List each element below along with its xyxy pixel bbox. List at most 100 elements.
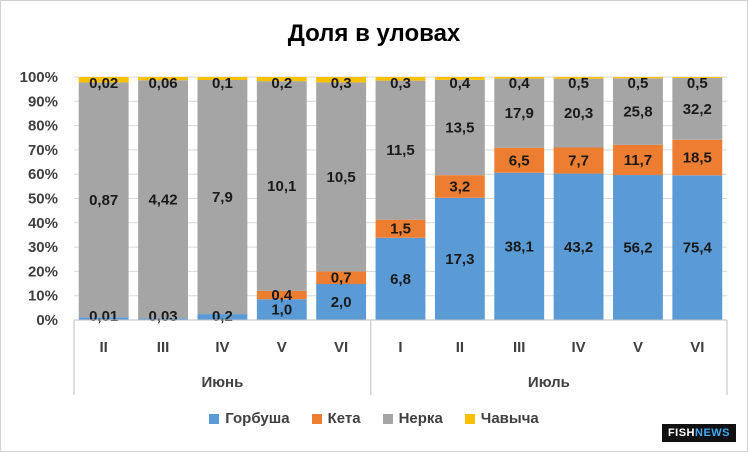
data-label: 17,3 xyxy=(445,251,474,268)
data-label: 20,3 xyxy=(564,105,593,122)
bar-segment xyxy=(138,80,188,319)
legend-label: Горбуша xyxy=(225,410,290,427)
x-tick-label: IV xyxy=(571,339,585,356)
bar-segment xyxy=(316,284,367,320)
data-label: 75,4 xyxy=(683,240,713,257)
legend-swatch xyxy=(464,413,475,424)
data-label: 11,5 xyxy=(386,142,414,159)
data-label: 0,5 xyxy=(628,75,649,92)
data-label: 7,7 xyxy=(568,153,589,170)
y-tick-label: 0% xyxy=(36,312,58,329)
y-tick-label: 20% xyxy=(28,263,58,280)
data-label: 38,1 xyxy=(505,238,534,255)
legend-item: Нерка xyxy=(382,410,443,427)
legend-swatch xyxy=(311,413,322,424)
bar-segment xyxy=(434,79,485,176)
y-tick-label: 30% xyxy=(28,239,58,256)
legend: Горбуша Кета Нерка Чавыча xyxy=(0,410,748,427)
data-label: 4,42 xyxy=(148,191,177,208)
legend-label: Нерка xyxy=(398,410,443,427)
data-label: 0,4 xyxy=(509,75,531,92)
bar-segment xyxy=(316,82,367,272)
chart-title: Доля в уловах xyxy=(287,20,461,47)
bar-segment xyxy=(613,144,663,176)
data-label: 0,2 xyxy=(271,75,292,92)
x-tick-label: III xyxy=(157,339,170,356)
bar-segment xyxy=(553,78,604,148)
data-label: 0,1 xyxy=(212,75,233,92)
data-label: 0,3 xyxy=(331,75,352,92)
data-label: 2,0 xyxy=(331,294,352,311)
y-tick-label: 60% xyxy=(28,166,58,183)
y-tick-label: 40% xyxy=(28,215,58,232)
bar-segment xyxy=(256,77,307,82)
legend-item: Чавыча xyxy=(464,410,539,427)
data-label: 7,9 xyxy=(212,189,233,206)
data-label: 17,9 xyxy=(505,105,534,122)
x-tick-label: I xyxy=(398,339,402,356)
bar-segment xyxy=(375,237,426,320)
data-label: 10,5 xyxy=(327,169,356,186)
legend-swatch xyxy=(382,413,393,424)
data-label: 13,5 xyxy=(445,120,474,137)
x-tick-label: V xyxy=(633,339,643,356)
data-label: 0,7 xyxy=(331,270,352,287)
bar-segment xyxy=(256,81,307,291)
x-tick-label: II xyxy=(100,339,108,356)
y-tick-label: 10% xyxy=(28,288,58,305)
bar-segment xyxy=(375,80,426,220)
bar-segment xyxy=(316,77,367,83)
data-label: 0,5 xyxy=(687,75,708,92)
bar-segment xyxy=(672,175,723,320)
data-label: 0,06 xyxy=(148,75,177,92)
bar-segment xyxy=(434,77,485,80)
data-label: 1,0 xyxy=(271,302,292,319)
logo-part-fish: FISH xyxy=(667,427,695,439)
bar-segment xyxy=(494,78,545,148)
bar-segment xyxy=(553,77,604,79)
y-tick-label: 100% xyxy=(20,69,58,86)
data-label: 0,3 xyxy=(390,75,411,92)
bar-segment xyxy=(316,271,367,284)
x-tick-label: VI xyxy=(334,339,348,356)
bar-segment xyxy=(553,147,604,174)
legend-label: Чавыча xyxy=(480,410,539,427)
data-label: 25,8 xyxy=(623,104,652,121)
y-tick-label: 90% xyxy=(28,93,58,110)
data-label: 0,01 xyxy=(89,308,118,325)
data-label: 56,2 xyxy=(623,240,652,257)
bar-segment xyxy=(197,79,248,315)
data-label: 10,1 xyxy=(267,178,296,195)
bar-segment xyxy=(672,77,723,140)
data-label: 0,4 xyxy=(271,287,293,304)
bar-segment xyxy=(434,175,485,198)
bar-segment xyxy=(613,77,663,79)
bar-segment xyxy=(672,77,723,78)
bar-segment xyxy=(138,318,188,320)
x-tick-label: IV xyxy=(215,339,229,356)
data-label: 0,2 xyxy=(212,308,233,325)
bar-segment xyxy=(78,82,129,318)
bar-segment xyxy=(256,290,307,300)
bar-segment xyxy=(78,317,129,320)
data-label: 0,03 xyxy=(148,308,177,325)
bar-segment xyxy=(494,172,545,320)
x-tick-label: III xyxy=(513,339,526,356)
bar-segment xyxy=(197,314,248,320)
data-label: 43,2 xyxy=(564,239,593,256)
fishnews-logo: FISHNEWS xyxy=(661,424,736,442)
x-tick-label: II xyxy=(456,339,464,356)
data-label: 0,87 xyxy=(89,192,118,209)
bar-segment xyxy=(434,197,485,320)
group-label: Июнь xyxy=(201,374,243,391)
data-label: 6,8 xyxy=(390,271,411,288)
y-tick-label: 50% xyxy=(28,191,58,208)
legend-swatch xyxy=(209,413,220,424)
bar-segment xyxy=(197,77,248,80)
bar-segment xyxy=(613,175,663,320)
bar-segment xyxy=(138,77,188,81)
x-tick-label: VI xyxy=(690,339,704,356)
data-label: 32,2 xyxy=(683,101,712,118)
bar-segment xyxy=(256,299,307,320)
